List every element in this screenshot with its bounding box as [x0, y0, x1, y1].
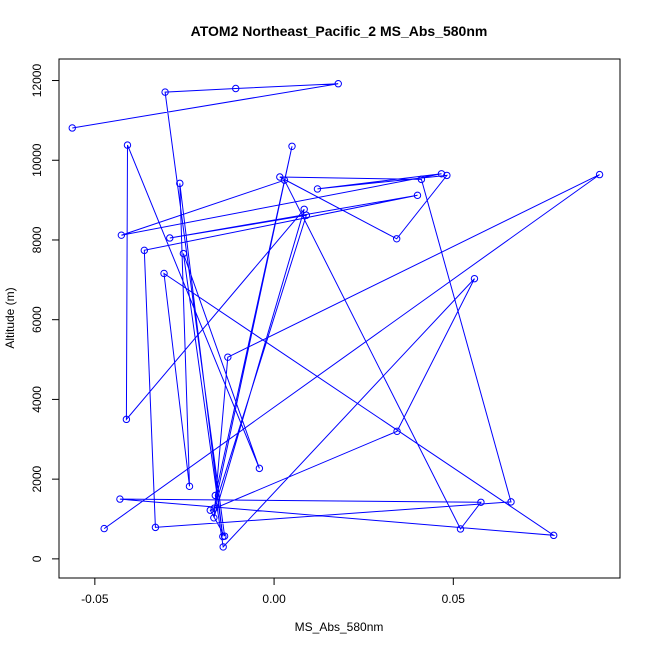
x-axis-label: MS_Abs_580nm — [295, 620, 384, 634]
data-point — [122, 415, 131, 424]
data-point — [300, 205, 308, 213]
data-point — [477, 498, 485, 506]
series-line — [72, 83, 600, 548]
data-point — [393, 427, 401, 436]
data-point — [413, 191, 422, 200]
series-line-group — [68, 80, 604, 551]
data-point — [224, 353, 232, 361]
data-point — [288, 142, 296, 150]
data-point — [211, 491, 219, 500]
y-tick-label: 2000 — [30, 465, 44, 492]
data-point — [232, 84, 240, 93]
y-tick-label: 10000 — [30, 143, 44, 177]
y-tick-label: 12000 — [30, 64, 44, 98]
data-point — [313, 185, 322, 193]
chart-title: ATOM2 Northeast_Pacific_2 MS_Abs_580nm — [191, 23, 488, 39]
data-point — [595, 170, 604, 179]
y-tick-label: 8000 — [30, 226, 44, 253]
plot-frame — [58, 58, 621, 579]
data-point — [206, 506, 214, 514]
x-axis: -0.05 0.00 0.05 — [81, 577, 466, 606]
data-point — [470, 274, 479, 283]
data-point — [160, 269, 168, 278]
data-point — [219, 543, 227, 551]
data-point — [151, 523, 160, 532]
y-axis: 0 2000 4000 6000 8000 10000 12000 — [30, 64, 60, 562]
data-point — [210, 514, 218, 522]
data-point — [179, 249, 188, 258]
x-tick-label: 0.05 — [442, 592, 466, 606]
data-point — [280, 176, 289, 184]
data-point — [116, 495, 124, 503]
data-point — [185, 482, 194, 491]
data-point — [210, 504, 218, 512]
y-tick-label: 4000 — [30, 386, 44, 413]
data-point — [255, 464, 264, 473]
y-tick-label: 6000 — [30, 306, 44, 333]
data-point — [161, 88, 169, 96]
y-axis-label: Altitude (m) — [3, 287, 17, 348]
x-tick-label: 0.00 — [262, 592, 286, 606]
data-point — [392, 235, 401, 243]
data-point — [123, 141, 132, 149]
data-point — [443, 171, 451, 180]
data-point — [437, 170, 446, 178]
data-point — [334, 80, 342, 88]
data-point — [549, 531, 558, 540]
data-point — [507, 498, 515, 506]
data-point — [456, 525, 465, 533]
data-point — [166, 234, 174, 242]
x-tick-label: -0.05 — [81, 592, 109, 606]
data-point — [176, 179, 184, 188]
data-point — [140, 246, 149, 255]
y-tick-label: 0 — [30, 555, 44, 562]
data-point — [219, 532, 227, 541]
data-point — [117, 231, 126, 239]
data-point — [417, 175, 426, 184]
data-point — [68, 124, 76, 132]
data-point — [100, 524, 108, 533]
